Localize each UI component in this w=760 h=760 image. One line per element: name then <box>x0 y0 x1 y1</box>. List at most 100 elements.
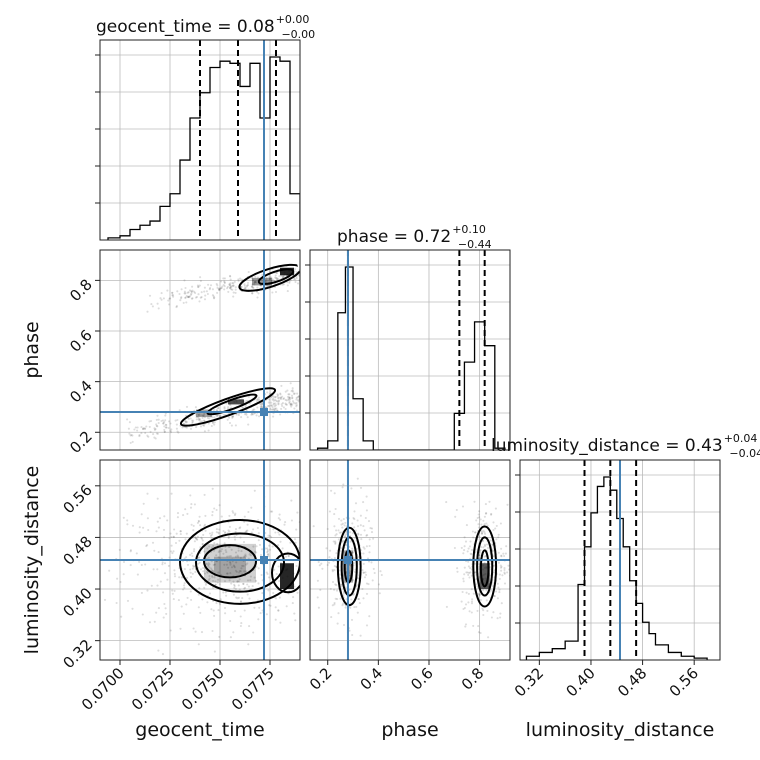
sample-point <box>492 571 496 574</box>
sample-point <box>245 570 248 573</box>
sample-point <box>183 279 186 282</box>
sample-point <box>185 426 188 429</box>
sample-point <box>281 283 284 286</box>
sample-point <box>220 548 223 551</box>
sample-point <box>349 525 351 527</box>
sample-point <box>185 532 188 535</box>
sample-point <box>353 518 356 521</box>
sample-point <box>219 414 222 418</box>
sample-point <box>146 517 149 520</box>
sample-point <box>340 547 343 550</box>
sample-point <box>503 582 507 585</box>
sample-point <box>240 416 243 419</box>
sample-point <box>483 523 486 526</box>
sample-point <box>231 285 234 288</box>
sample-point <box>184 296 187 299</box>
sample-point <box>243 520 246 523</box>
sample-point <box>157 307 160 310</box>
sample-point <box>203 550 206 553</box>
sample-point <box>215 508 218 512</box>
sample-point <box>340 519 343 522</box>
sample-point <box>180 605 183 608</box>
sample-point <box>352 592 356 596</box>
sample-point <box>157 607 160 610</box>
sample-point <box>189 494 192 497</box>
sample-point <box>259 553 263 557</box>
sample-point <box>165 612 168 615</box>
sample-point <box>195 538 198 541</box>
density-cell <box>228 399 244 405</box>
sample-point <box>138 526 141 529</box>
sample-point <box>237 546 240 549</box>
sample-point <box>159 580 162 583</box>
sample-point <box>256 290 259 293</box>
sample-point <box>215 282 218 286</box>
sample-point <box>197 520 200 523</box>
sample-point <box>164 414 167 417</box>
sample-point <box>286 395 290 398</box>
sample-point <box>289 382 292 385</box>
sample-point <box>209 415 212 418</box>
sample-point <box>365 624 369 627</box>
sample-point <box>231 415 234 418</box>
sample-point <box>196 521 199 524</box>
sample-point <box>275 272 279 275</box>
sample-point <box>162 297 165 300</box>
sample-point <box>272 397 275 400</box>
sample-point <box>150 419 153 423</box>
sample-point <box>277 517 280 520</box>
sample-point <box>253 281 256 284</box>
sample-point <box>502 552 505 555</box>
sample-point <box>122 516 125 519</box>
sample-point <box>257 567 260 570</box>
sample-point <box>168 420 171 423</box>
sample-point <box>231 288 234 291</box>
sample-point <box>274 274 277 277</box>
sample-point <box>163 430 166 433</box>
sample-point <box>230 406 233 409</box>
sample-point <box>288 396 291 399</box>
sample-point <box>220 515 223 518</box>
sample-point <box>497 536 500 539</box>
sample-point <box>217 578 220 581</box>
sample-point <box>198 300 201 303</box>
sample-point <box>351 532 355 535</box>
sample-point <box>337 517 341 520</box>
sample-point <box>179 533 182 536</box>
sample-point <box>336 622 339 625</box>
sample-point <box>228 545 231 548</box>
sample-point <box>307 598 309 600</box>
sample-point <box>294 402 297 405</box>
sample-point <box>240 567 243 570</box>
sample-point <box>277 403 280 406</box>
sample-point <box>232 631 235 634</box>
sample-point <box>293 407 296 410</box>
sample-point <box>182 301 185 304</box>
sample-point <box>146 310 149 313</box>
sample-point <box>285 399 288 402</box>
sample-point <box>173 569 176 572</box>
sample-point <box>351 522 354 525</box>
sample-point <box>495 590 498 593</box>
sample-point <box>140 432 143 435</box>
sample-point <box>161 419 165 422</box>
sample-point <box>243 413 246 416</box>
sample-point <box>280 274 283 278</box>
sample-point <box>153 620 156 623</box>
sample-point <box>218 415 221 418</box>
sample-point <box>225 594 228 597</box>
sample-point <box>251 585 254 588</box>
sample-point <box>188 296 191 299</box>
sample-point <box>243 283 246 286</box>
sample-point <box>173 528 176 531</box>
sample-point <box>463 566 466 569</box>
sample-point <box>217 407 220 410</box>
sample-point <box>227 406 230 409</box>
sample-point <box>270 277 273 280</box>
sample-point <box>148 420 151 423</box>
sample-point <box>251 286 254 289</box>
sample-point <box>237 279 240 282</box>
sample-point <box>271 510 274 513</box>
sample-point <box>206 571 209 574</box>
sample-point <box>175 305 178 308</box>
